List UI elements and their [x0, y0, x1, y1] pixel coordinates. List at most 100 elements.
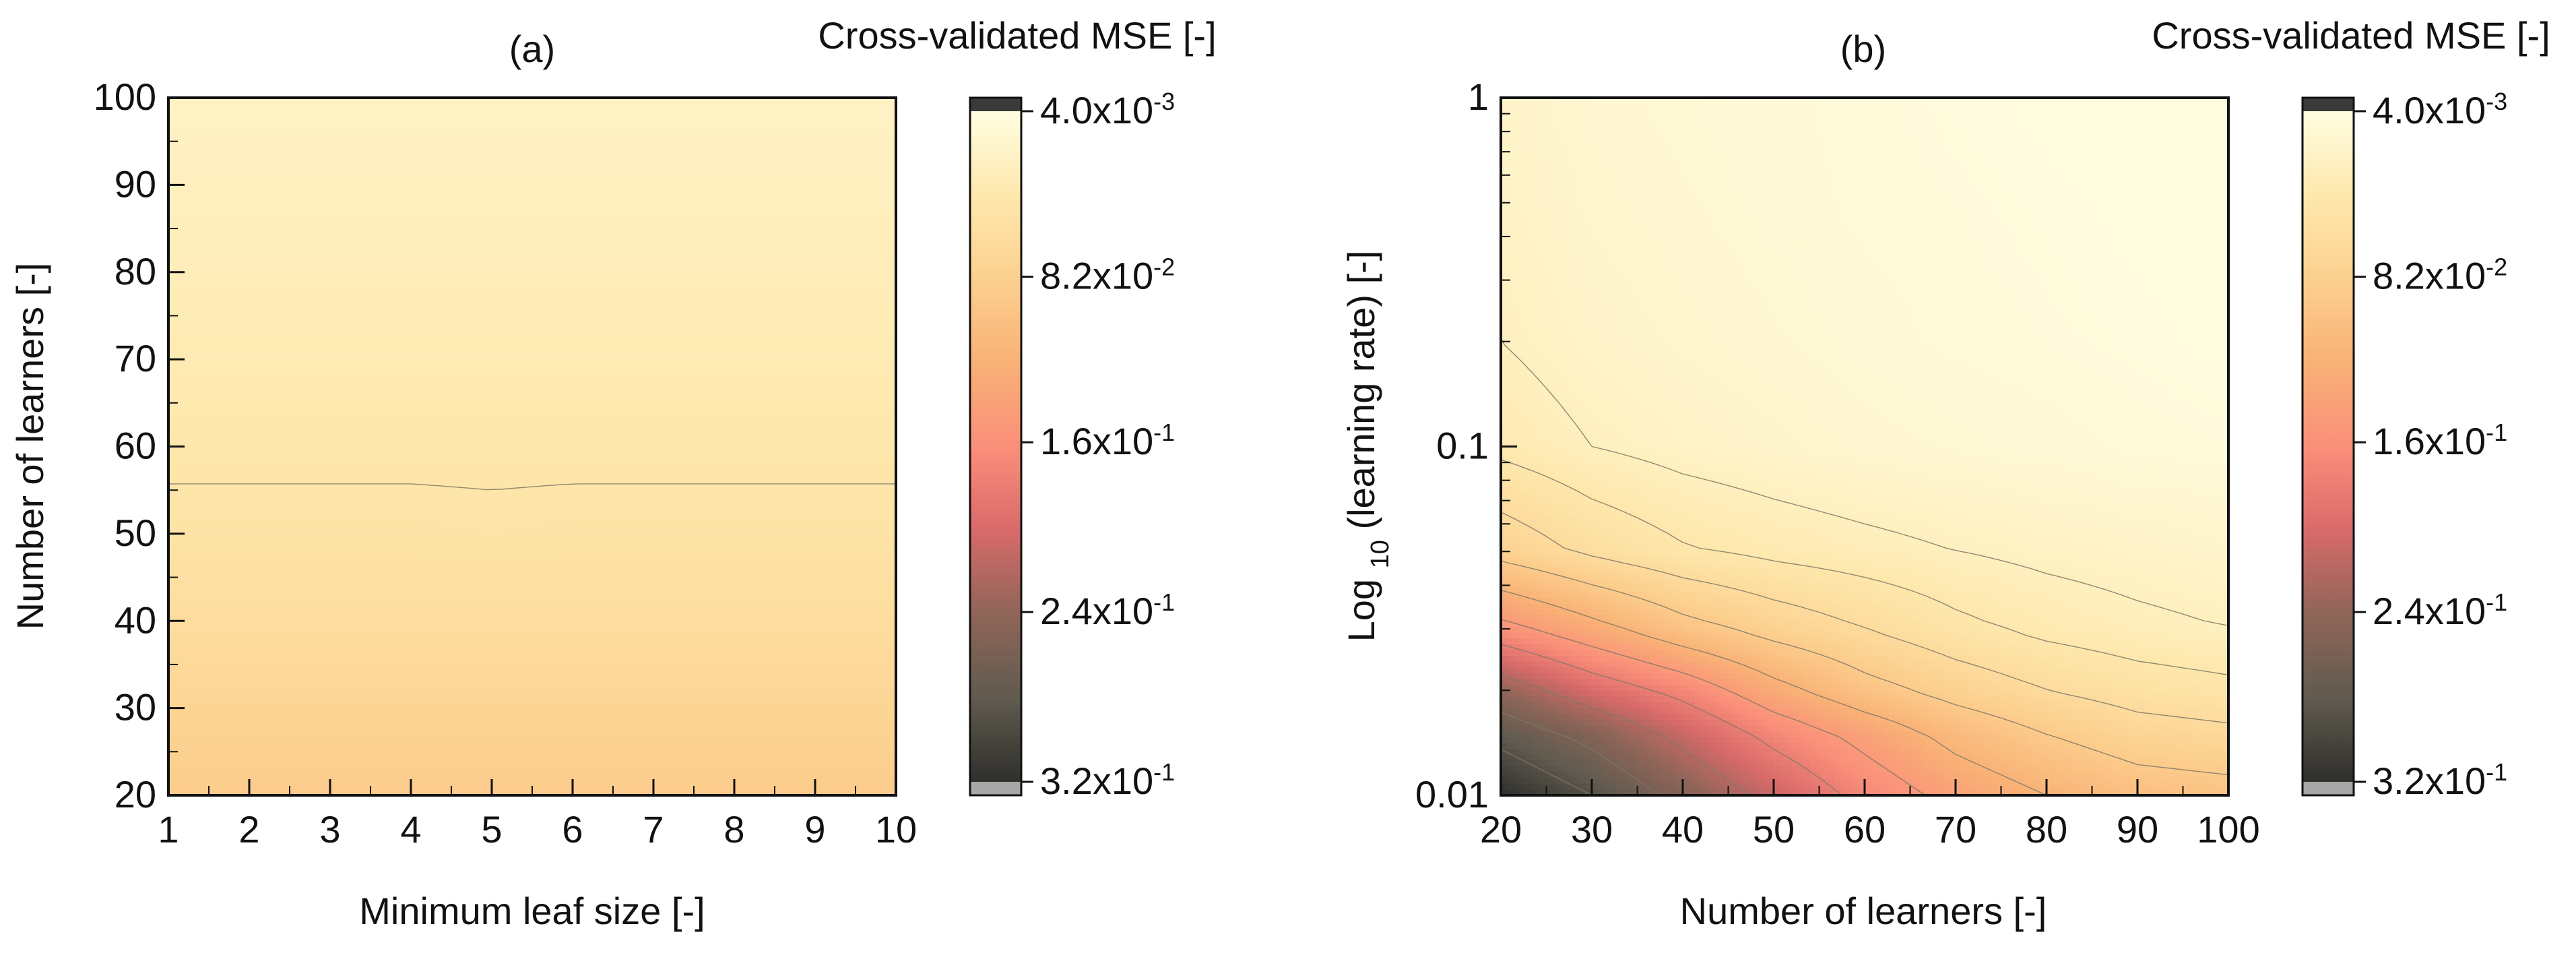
heatmap-cell	[271, 127, 278, 133]
heatmap-cell	[344, 138, 351, 144]
heatmap-cell	[326, 104, 333, 110]
heatmap-cell	[623, 150, 630, 156]
heatmap-cell	[253, 127, 260, 133]
heatmap-cell	[472, 144, 478, 150]
heatmap-cell	[714, 127, 721, 133]
heatmap-cell	[811, 138, 818, 144]
heatmap-cell	[314, 133, 321, 139]
heatmap-cell	[854, 109, 860, 115]
heatmap-cell	[841, 162, 848, 168]
heatmap-cell	[484, 138, 490, 144]
heatmap-cell	[787, 121, 794, 127]
heatmap-cell	[296, 162, 302, 168]
heatmap-cell	[332, 173, 339, 179]
heatmap-cell	[514, 162, 521, 168]
heatmap-cell	[241, 109, 248, 115]
heatmap-cell	[350, 121, 357, 127]
heatmap-cell	[284, 156, 290, 162]
heatmap-cell	[502, 173, 509, 179]
heatmap-cell	[605, 173, 612, 179]
heatmap-cell	[271, 109, 278, 115]
heatmap-cell	[211, 162, 218, 168]
heatmap-cell	[241, 115, 248, 121]
heatmap-cell	[423, 115, 430, 121]
heatmap-cell	[423, 138, 430, 144]
heatmap-cell	[193, 121, 199, 127]
heatmap-cell	[538, 150, 545, 156]
heatmap-cell	[750, 138, 757, 144]
heatmap-cell	[423, 162, 430, 168]
heatmap-cell	[247, 173, 254, 179]
heatmap-cell	[453, 115, 460, 121]
heatmap-cell	[532, 150, 539, 156]
heatmap-cell	[381, 162, 387, 168]
heatmap-cell	[581, 115, 587, 121]
heatmap-cell	[278, 133, 284, 139]
heatmap-cell	[405, 179, 412, 185]
heatmap-cell	[587, 162, 593, 168]
heatmap-cell	[720, 173, 727, 179]
heatmap-cell	[411, 133, 418, 139]
heatmap-cell	[217, 138, 224, 144]
heatmap-cell	[368, 109, 375, 115]
heatmap-cell	[302, 104, 309, 110]
heatmap-cell	[678, 162, 684, 168]
heatmap-cell	[769, 115, 775, 121]
heatmap-cell	[744, 162, 751, 168]
heatmap-cell	[750, 133, 757, 139]
heatmap-cell	[702, 104, 709, 110]
heatmap-cell	[399, 127, 406, 133]
heatmap-cell	[854, 133, 860, 139]
heatmap-cell	[720, 121, 727, 127]
heatmap-cell	[793, 127, 800, 133]
heatmap-cell	[775, 121, 781, 127]
heatmap-cell	[599, 109, 606, 115]
heatmap-cell	[872, 133, 878, 139]
heatmap-cell	[393, 121, 399, 127]
heatmap-cell	[332, 156, 339, 162]
heatmap-cell	[672, 173, 678, 179]
heatmap-cell	[375, 115, 381, 121]
heatmap-cell	[781, 127, 787, 133]
heatmap-cell	[847, 109, 854, 115]
heatmap-cell	[575, 173, 581, 179]
heatmap-cell	[423, 144, 430, 150]
heatmap-cell	[259, 173, 266, 179]
heatmap-cell	[629, 127, 636, 133]
heatmap-cell	[314, 168, 321, 174]
heatmap-cell	[708, 156, 715, 162]
heatmap-cell	[387, 144, 393, 150]
heatmap-cell	[368, 138, 375, 144]
heatmap-cell	[720, 115, 727, 121]
heatmap-cell	[417, 156, 424, 162]
heatmap-cell	[678, 173, 684, 179]
heatmap-cell	[605, 127, 612, 133]
heatmap-cell	[490, 173, 496, 179]
heatmap-cell	[211, 156, 218, 162]
heatmap-cell	[684, 133, 690, 139]
heatmap-cell	[750, 109, 757, 115]
heatmap-cell	[302, 121, 309, 127]
heatmap-cell	[829, 104, 836, 110]
heatmap-cell	[738, 173, 745, 179]
heatmap-cell	[756, 138, 763, 144]
heatmap-cell	[696, 121, 703, 127]
heatmap-cell	[714, 121, 721, 127]
heatmap-cell	[847, 138, 854, 144]
heatmap-cell	[484, 121, 490, 127]
heatmap-cell	[271, 168, 278, 174]
heatmap-cell	[387, 162, 393, 168]
heatmap-cell	[417, 109, 424, 115]
heatmap-cell	[350, 127, 357, 133]
heatmap-cell	[405, 104, 412, 110]
heatmap-cell	[775, 127, 781, 133]
heatmap-cell	[265, 144, 272, 150]
heatmap-cell	[278, 115, 284, 121]
heatmap-cell	[247, 109, 254, 115]
heatmap-cell	[278, 150, 284, 156]
heatmap-cell	[690, 138, 697, 144]
heatmap-cell	[532, 109, 539, 115]
heatmap-cell	[562, 144, 569, 150]
heatmap-cell	[362, 173, 369, 179]
heatmap-cell	[720, 133, 727, 139]
